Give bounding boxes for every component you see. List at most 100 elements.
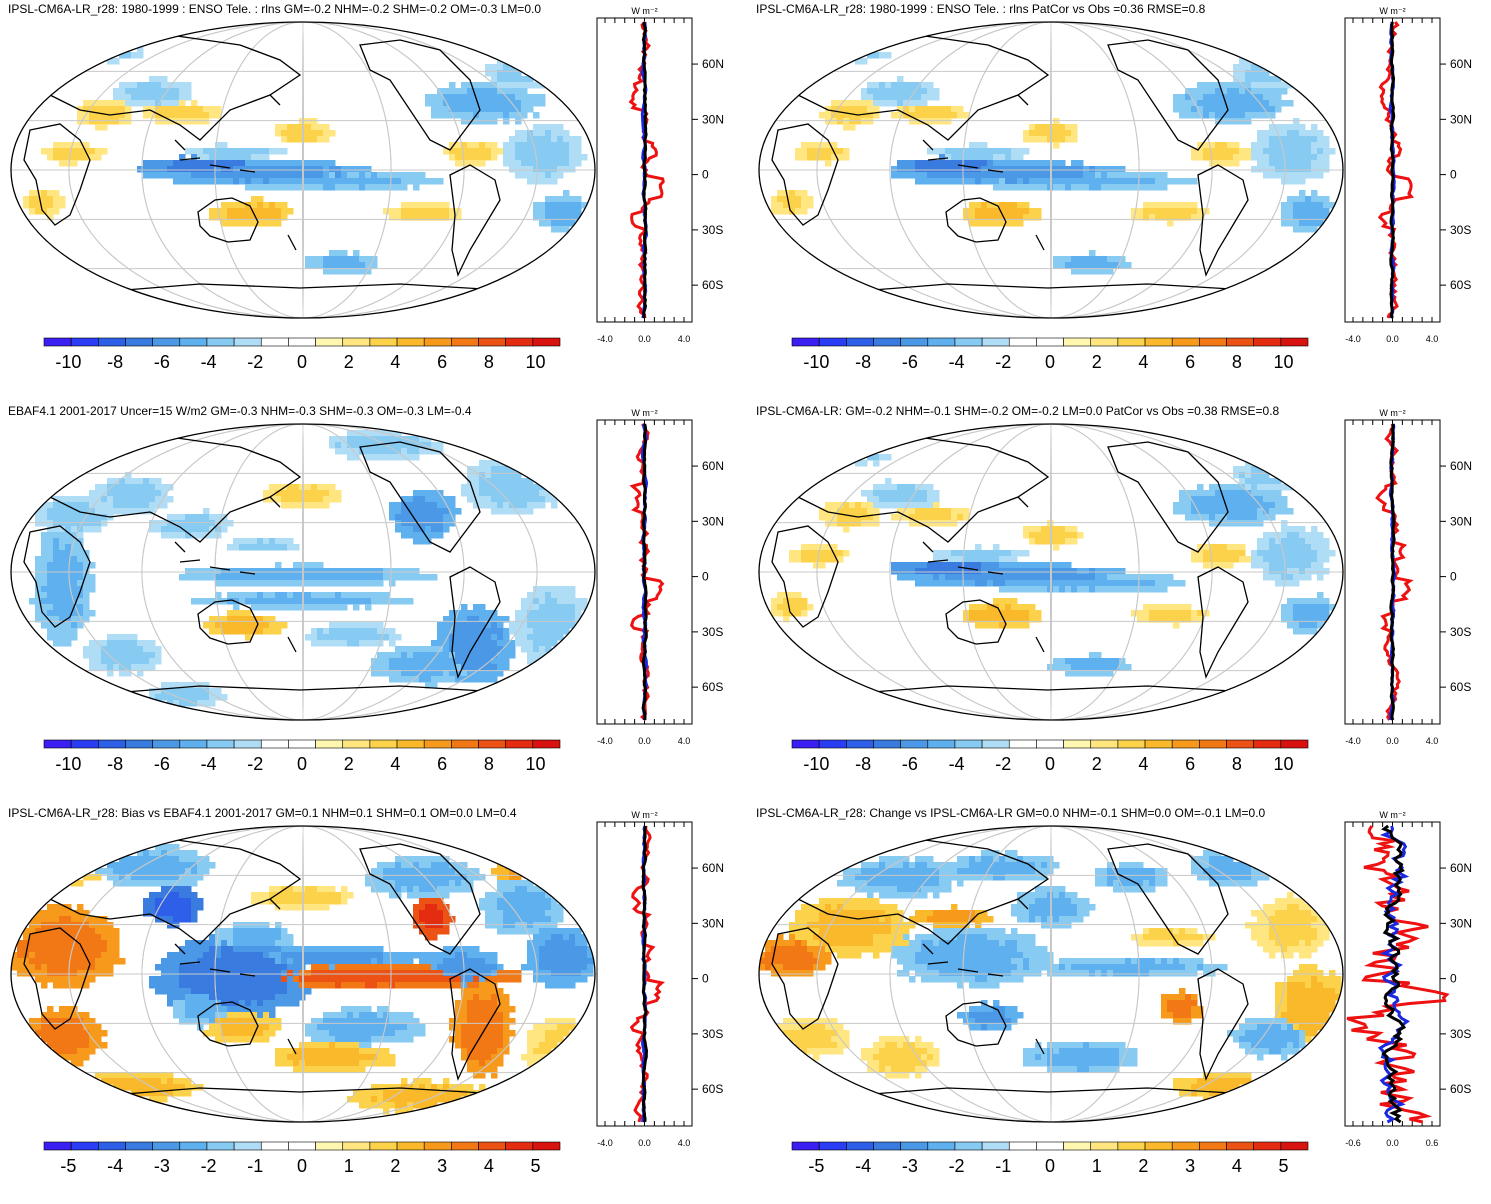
- map-field: [11, 826, 595, 1122]
- colorbar-swatch: [901, 1142, 928, 1150]
- colorbar-swatch: [1281, 740, 1308, 748]
- colorbar-label: 4: [1232, 1156, 1242, 1176]
- profile-lat-label: 30N: [702, 112, 724, 126]
- colorbar-label: 0: [1045, 754, 1055, 774]
- graticule-meridian: [1051, 826, 1052, 1122]
- colorbar-swatch: [424, 338, 451, 346]
- colorbar-swatch: [451, 1142, 478, 1150]
- profile-lat-label: 30S: [702, 625, 723, 639]
- colorbar-swatch: [1172, 740, 1199, 748]
- colorbar-label: -8: [107, 352, 123, 372]
- colorbar-swatch: [506, 1142, 533, 1150]
- profile-lat-label: 0: [1450, 972, 1457, 986]
- profile-line-black: [643, 22, 646, 318]
- colorbar-label: -4: [949, 754, 965, 774]
- colorbar-swatch: [873, 740, 900, 748]
- colorbar-label: 8: [484, 754, 494, 774]
- map-field: [759, 826, 1343, 1122]
- colorbar-label: -3: [154, 1156, 170, 1176]
- colorbar-swatch: [982, 1142, 1009, 1150]
- colorbar-label: 8: [1232, 352, 1242, 372]
- colorbar-swatch: [180, 338, 207, 346]
- colorbar-swatch: [792, 338, 819, 346]
- colorbar-swatch: [846, 1142, 873, 1150]
- colorbar-swatch: [982, 338, 1009, 346]
- profile-tick-label: 0.0: [1386, 1138, 1399, 1148]
- colorbar-swatch: [44, 338, 71, 346]
- colorbar-swatch: [955, 740, 982, 748]
- colorbar-swatch: [234, 740, 261, 748]
- colorbar-swatch: [234, 1142, 261, 1150]
- panel-ipsl-reference: IPSL-CM6A-LR: GM=-0.2 NHM=-0.1 SHM=-0.2 …: [748, 402, 1491, 802]
- colorbar-swatch: [44, 740, 71, 748]
- colorbar-swatch: [479, 338, 506, 346]
- profile-tick-label: -4.0: [597, 334, 613, 344]
- colorbar-label: -5: [808, 1156, 824, 1176]
- colorbar-swatch: [479, 1142, 506, 1150]
- colorbar-swatch: [982, 740, 1009, 748]
- profile-lat-label: 60N: [1450, 861, 1472, 875]
- colorbar-swatch: [1118, 740, 1145, 748]
- profile-lat-label: 60N: [702, 459, 724, 473]
- profile-lat-label: 60S: [702, 680, 723, 694]
- colorbar-label: -10: [803, 352, 829, 372]
- colorbar-label: 6: [1185, 754, 1195, 774]
- colorbar-swatch: [180, 1142, 207, 1150]
- panel-bias: IPSL-CM6A-LR_r28: Bias vs EBAF4.1 2001-2…: [0, 804, 745, 1204]
- colorbar-swatch: [1009, 1142, 1036, 1150]
- colorbar-label: 0: [297, 754, 307, 774]
- profile-lat-label: 30S: [1450, 223, 1471, 237]
- colorbar-swatch: [343, 1142, 370, 1150]
- colorbar-swatch: [1199, 740, 1226, 748]
- colorbar-label: -2: [247, 754, 263, 774]
- profile-unit: W m⁻²: [1379, 6, 1405, 16]
- colorbar-label: 2: [390, 1156, 400, 1176]
- colorbar-swatch: [1281, 1142, 1308, 1150]
- profile-tick-label: -0.6: [1345, 1138, 1361, 1148]
- panel-enso-patcor: IPSL-CM6A-LR_r28: 1980-1999 : ENSO Tele.…: [748, 0, 1491, 400]
- colorbar-swatch: [98, 740, 125, 748]
- colorbar-swatch: [316, 740, 343, 748]
- colorbar-swatch: [1254, 740, 1281, 748]
- profile-tick-label: 0.0: [1386, 334, 1399, 344]
- profile-tick-label: 0.0: [1386, 736, 1399, 746]
- colorbar-label: 3: [1185, 1156, 1195, 1176]
- profile-lat-label: 0: [1450, 168, 1457, 182]
- profile-line-black: [1391, 22, 1394, 318]
- colorbar-swatch: [207, 740, 234, 748]
- coastline: [505, 25, 545, 55]
- colorbar-label: 4: [1138, 352, 1148, 372]
- profile-lat-label: 30N: [702, 514, 724, 528]
- profile-tick-label: 4.0: [1426, 334, 1439, 344]
- colorbar-swatch: [343, 740, 370, 748]
- colorbar-label: -2: [995, 352, 1011, 372]
- colorbar-swatch: [207, 338, 234, 346]
- coastline: [1253, 25, 1293, 55]
- colorbar-swatch: [288, 1142, 315, 1150]
- colorbar-swatch: [1064, 740, 1091, 748]
- graticule-meridian: [303, 424, 304, 720]
- map-field: [759, 22, 1343, 318]
- colorbar-label: -1: [247, 1156, 263, 1176]
- colorbar-swatch: [901, 740, 928, 748]
- colorbar-label: 5: [1279, 1156, 1289, 1176]
- colorbar-swatch: [1091, 1142, 1118, 1150]
- colorbar-label: 8: [1232, 754, 1242, 774]
- profile-lat-label: 30N: [1450, 916, 1472, 930]
- colorbar-label: 4: [1138, 754, 1148, 774]
- colorbar-label: 5: [531, 1156, 541, 1176]
- colorbar-swatch: [44, 1142, 71, 1150]
- colorbar-swatch: [397, 1142, 424, 1150]
- graticule-meridian: [303, 826, 304, 1122]
- colorbar-swatch: [1281, 338, 1308, 346]
- colorbar-swatch: [819, 740, 846, 748]
- colorbar-swatch: [98, 338, 125, 346]
- colorbar-swatch: [288, 338, 315, 346]
- colorbar-swatch: [1254, 338, 1281, 346]
- colorbar-swatch: [71, 1142, 98, 1150]
